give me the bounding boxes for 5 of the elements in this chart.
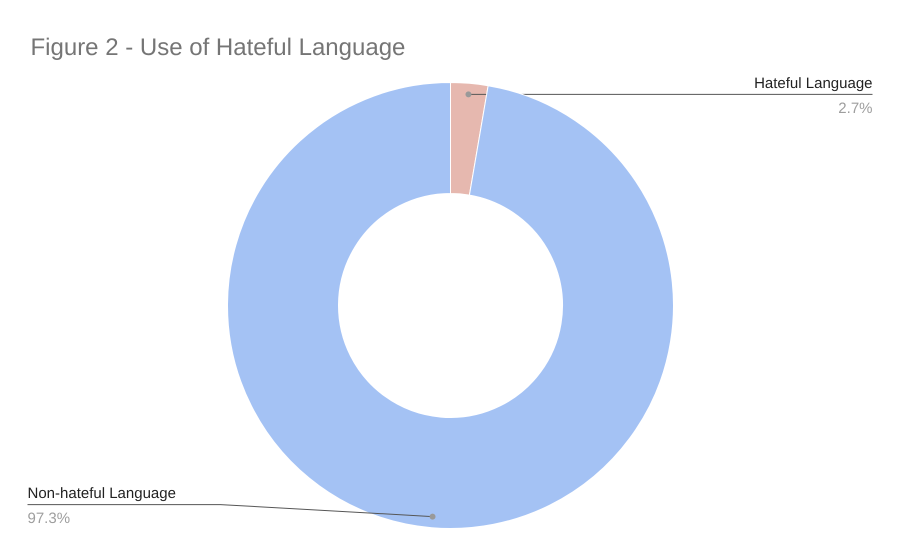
chart-title: Figure 2 - Use of Hateful Language (30, 34, 406, 61)
data-label: 2.7% (838, 100, 873, 117)
data-label: 97.3% (28, 510, 70, 528)
slice-label: Non-hateful Language (28, 485, 176, 502)
slice-label: Hateful Language (754, 74, 873, 92)
